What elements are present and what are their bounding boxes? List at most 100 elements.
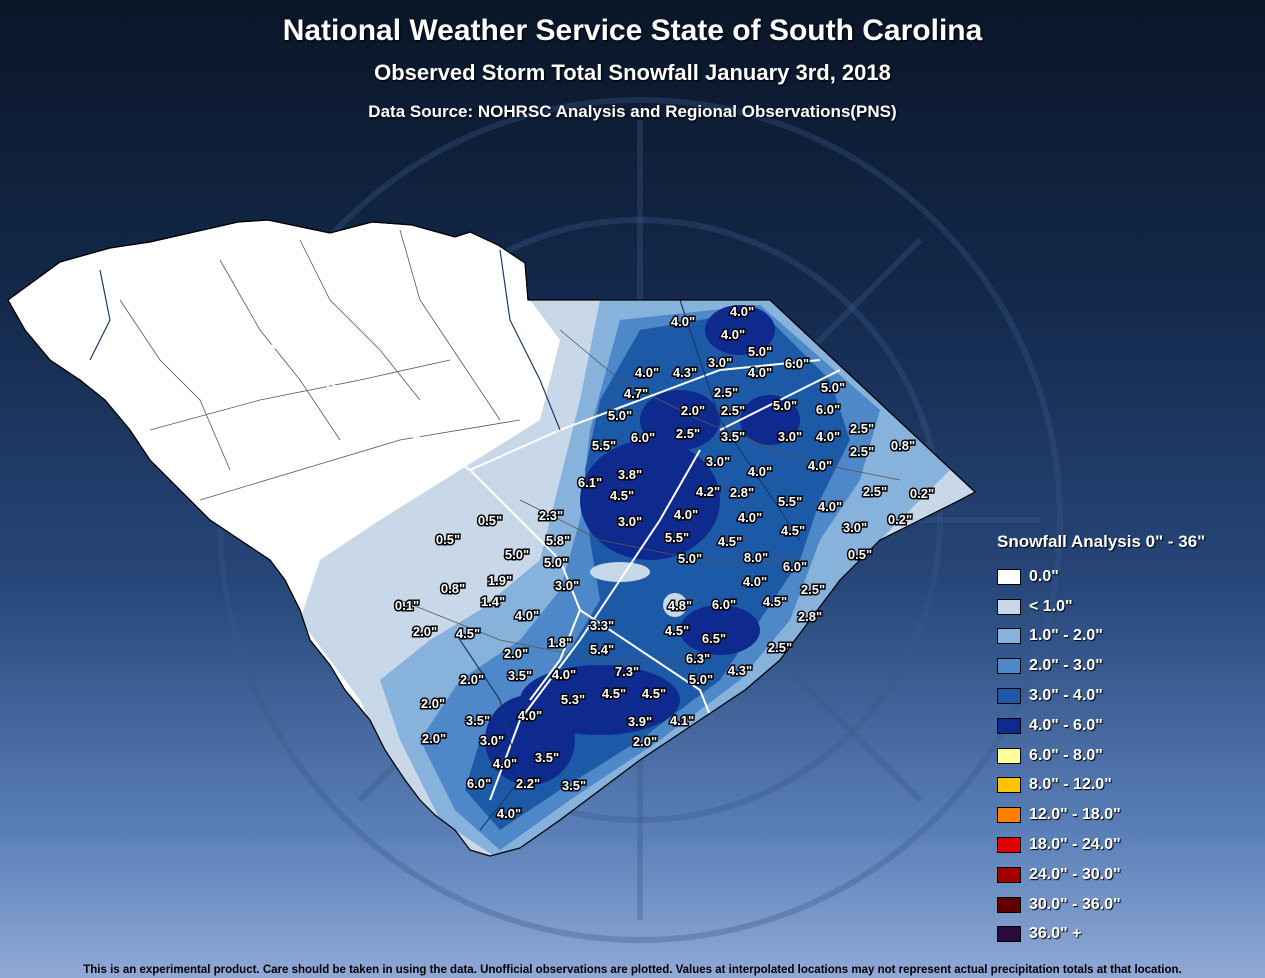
snowfall-observation: 0.2" [910, 486, 934, 501]
legend-swatch [997, 896, 1021, 913]
legend-label: 6.0" - 8.0" [1029, 746, 1103, 764]
legend-item: 4.0" - 6.0" [997, 711, 1205, 741]
snowfall-observation: 4.7" [624, 386, 648, 401]
snowfall-observation: 0.5" [478, 513, 502, 528]
legend-label: < 1.0" [1029, 597, 1073, 615]
legend: Snowfall Analysis 0" - 36" 0.0" < 1.0" 1.0… [997, 532, 1205, 949]
snowfall-observation: 5.0" [608, 408, 632, 423]
snowfall-observation: 5.0" [821, 380, 845, 395]
snowfall-observation: 6.0" [816, 402, 840, 417]
snowfall-observation: 4.0" [743, 574, 767, 589]
snowfall-observation: 2.0" [681, 403, 705, 418]
snowfall-observation: 0.8" [891, 438, 915, 453]
snowfall-observation: 7.3" [615, 664, 639, 679]
snowfall-observation: 3.5" [535, 750, 559, 765]
snowfall-observation: 3.0" [480, 733, 504, 748]
snowfall-observation: 5.3" [561, 692, 585, 707]
snowfall-shading [300, 300, 975, 856]
snowfall-observation: 3.5" [466, 713, 490, 728]
legend-item: 30.0" - 36.0" [997, 890, 1205, 920]
legend-swatch [997, 926, 1021, 943]
snowfall-observation: 2.5" [676, 426, 700, 441]
snowfall-observation: 5.8" [546, 533, 570, 548]
highways [199, 224, 841, 801]
legend-label: 12.0" - 18.0" [1029, 806, 1121, 824]
snowfall-observation: 2.3" [539, 508, 563, 523]
snowfall-observation: 1.9" [488, 573, 512, 588]
disclaimer-footer: This is an experimental product. Care sh… [83, 964, 1182, 976]
snowfall-observation: 4.0" [671, 314, 695, 329]
snowfall-observation: 1.8" [548, 635, 572, 650]
rivers [89, 249, 801, 831]
legend-title: Snowfall Analysis 0" - 36" [997, 532, 1206, 551]
legend-item: 2.0" - 3.0" [997, 651, 1205, 681]
snowfall-observation: 4.0" [808, 458, 832, 473]
snowfall-observation: 6.0" [467, 776, 491, 791]
legend-swatch [997, 628, 1021, 645]
snowfall-observation: 3.0" [778, 429, 802, 444]
county-lines [119, 229, 901, 661]
snowfall-observation: 5.0" [544, 555, 568, 570]
legend-item: < 1.0" [997, 592, 1205, 622]
observation-labels: 4.0"4.0"4.0"5.0"3.0" 6.0"4.0"4.3"4.0"4.7"… [393, 303, 935, 823]
legend-item: 1.0" - 2.0" [997, 622, 1205, 652]
snowfall-observation: 6.0" [712, 597, 736, 612]
snowfall-observation: 6.1" [578, 475, 602, 490]
legend-label: 3.0" - 4.0" [1029, 687, 1103, 705]
snowfall-observation: 6.3" [686, 651, 710, 666]
legend-swatch [997, 598, 1021, 615]
snowfall-observation: 4.0" [748, 365, 772, 380]
snowfall-observation: 2.0" [633, 734, 657, 749]
legend-label: 1.0" - 2.0" [1029, 627, 1103, 645]
snowfall-observation: 3.5" [508, 668, 532, 683]
snowfall-observation: 4.0" [635, 365, 659, 380]
snowfall-observation: 3.0" [708, 355, 732, 370]
snowfall-observation: 5.5" [592, 438, 616, 453]
snowfall-observation: 4.0" [818, 499, 842, 514]
snowfall-observation: 3.0" [706, 454, 730, 469]
snowfall-observation: 5.0" [748, 344, 772, 359]
legend-swatch [997, 807, 1021, 824]
snowfall-observation: 2.5" [850, 444, 874, 459]
snowfall-observation: 6.0" [783, 559, 807, 574]
snowfall-observation: 3.5" [562, 778, 586, 793]
map-title: National Weather Service State of South … [282, 14, 983, 47]
legend-item: 8.0" - 12.0" [997, 771, 1205, 801]
legend-label: 8.0" - 12.0" [1029, 776, 1112, 794]
snowfall-observation: 4.5" [763, 594, 787, 609]
snowfall-observation: 4.0" [721, 327, 745, 342]
legend-swatch [997, 777, 1021, 794]
snowfall-observation: 4.0" [738, 510, 762, 525]
snowfall-observation: 4.0" [497, 806, 521, 821]
snowfall-observation: 5.0" [773, 398, 797, 413]
map-subtitle: Observed Storm Total Snowfall January 3r… [374, 60, 891, 85]
snowfall-observation: 2.5" [768, 640, 792, 655]
legend-label: 2.0" - 3.0" [1029, 657, 1103, 675]
legend-label: 4.0" - 6.0" [1029, 716, 1103, 734]
snowfall-observation: 0.2" [888, 512, 912, 527]
legend-item: 12.0" - 18.0" [997, 800, 1205, 830]
legend-item: 3.0" - 4.0" [997, 681, 1205, 711]
snowfall-observation: 4.0" [674, 507, 698, 522]
snowfall-observation: 6.0" [631, 430, 655, 445]
snowfall-observation: 5.4" [590, 642, 614, 657]
snowfall-observation: 4.1" [670, 713, 694, 728]
snowfall-observation: 3.8" [618, 467, 642, 482]
snowfall-observation: 4.0" [748, 464, 772, 479]
snowfall-observation: 4.5" [718, 534, 742, 549]
legend-item: 18.0" - 24.0" [997, 830, 1205, 860]
snowfall-observation: 2.5" [850, 421, 874, 436]
legend-swatch [997, 658, 1021, 675]
snowfall-observation: 4.5" [456, 626, 480, 641]
snowfall-observation: 2.5" [863, 484, 887, 499]
snowfall-observation: 3.9" [628, 714, 652, 729]
snowfall-observation: 5.5" [665, 530, 689, 545]
legend-swatch [997, 866, 1021, 883]
snowfall-observation: 1.4" [481, 594, 505, 609]
snowfall-observation: 5.5" [778, 494, 802, 509]
snowfall-observation: 2.5" [801, 582, 825, 597]
snowfall-observation: 3.0" [618, 514, 642, 529]
snowfall-observation: 4.5" [602, 686, 626, 701]
legend-item: 0.0" [997, 562, 1205, 592]
